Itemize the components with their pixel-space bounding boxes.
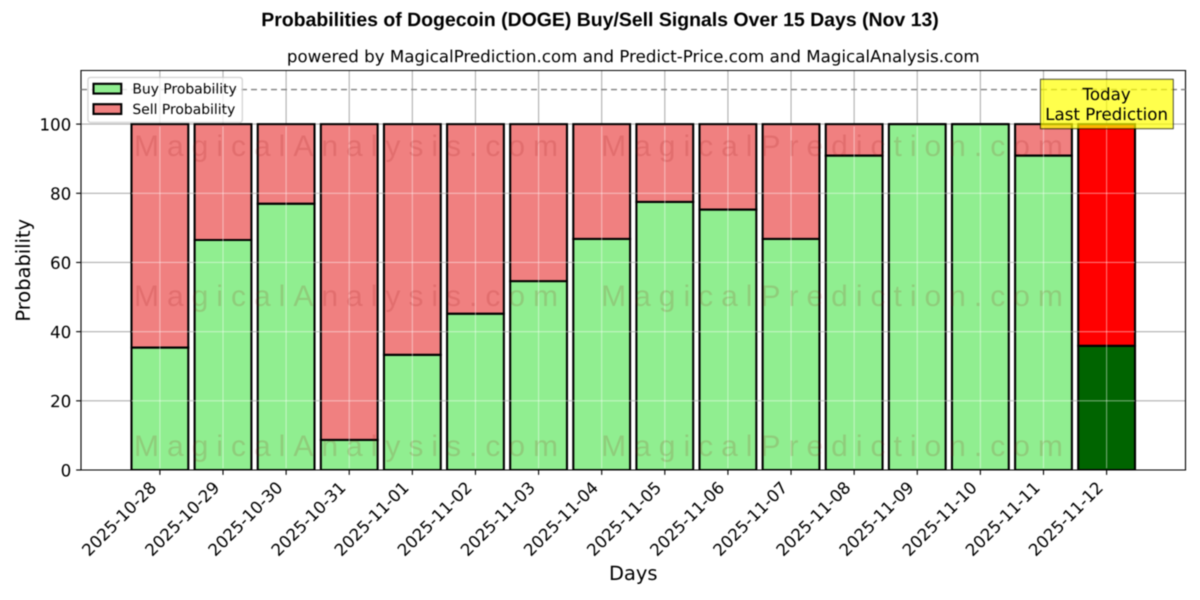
svg-text:MagicalPrediction.com: MagicalPrediction.com	[601, 280, 1071, 313]
svg-text:MagicalAnalysis.com: MagicalAnalysis.com	[134, 130, 566, 163]
svg-text:MagicalPrediction.com: MagicalPrediction.com	[601, 430, 1071, 463]
svg-text:MagicalAnalysis.com: MagicalAnalysis.com	[134, 430, 566, 463]
svg-text:MagicalPrediction.com: MagicalPrediction.com	[601, 130, 1071, 163]
svg-text:MagicalAnalysis.com: MagicalAnalysis.com	[134, 280, 566, 313]
